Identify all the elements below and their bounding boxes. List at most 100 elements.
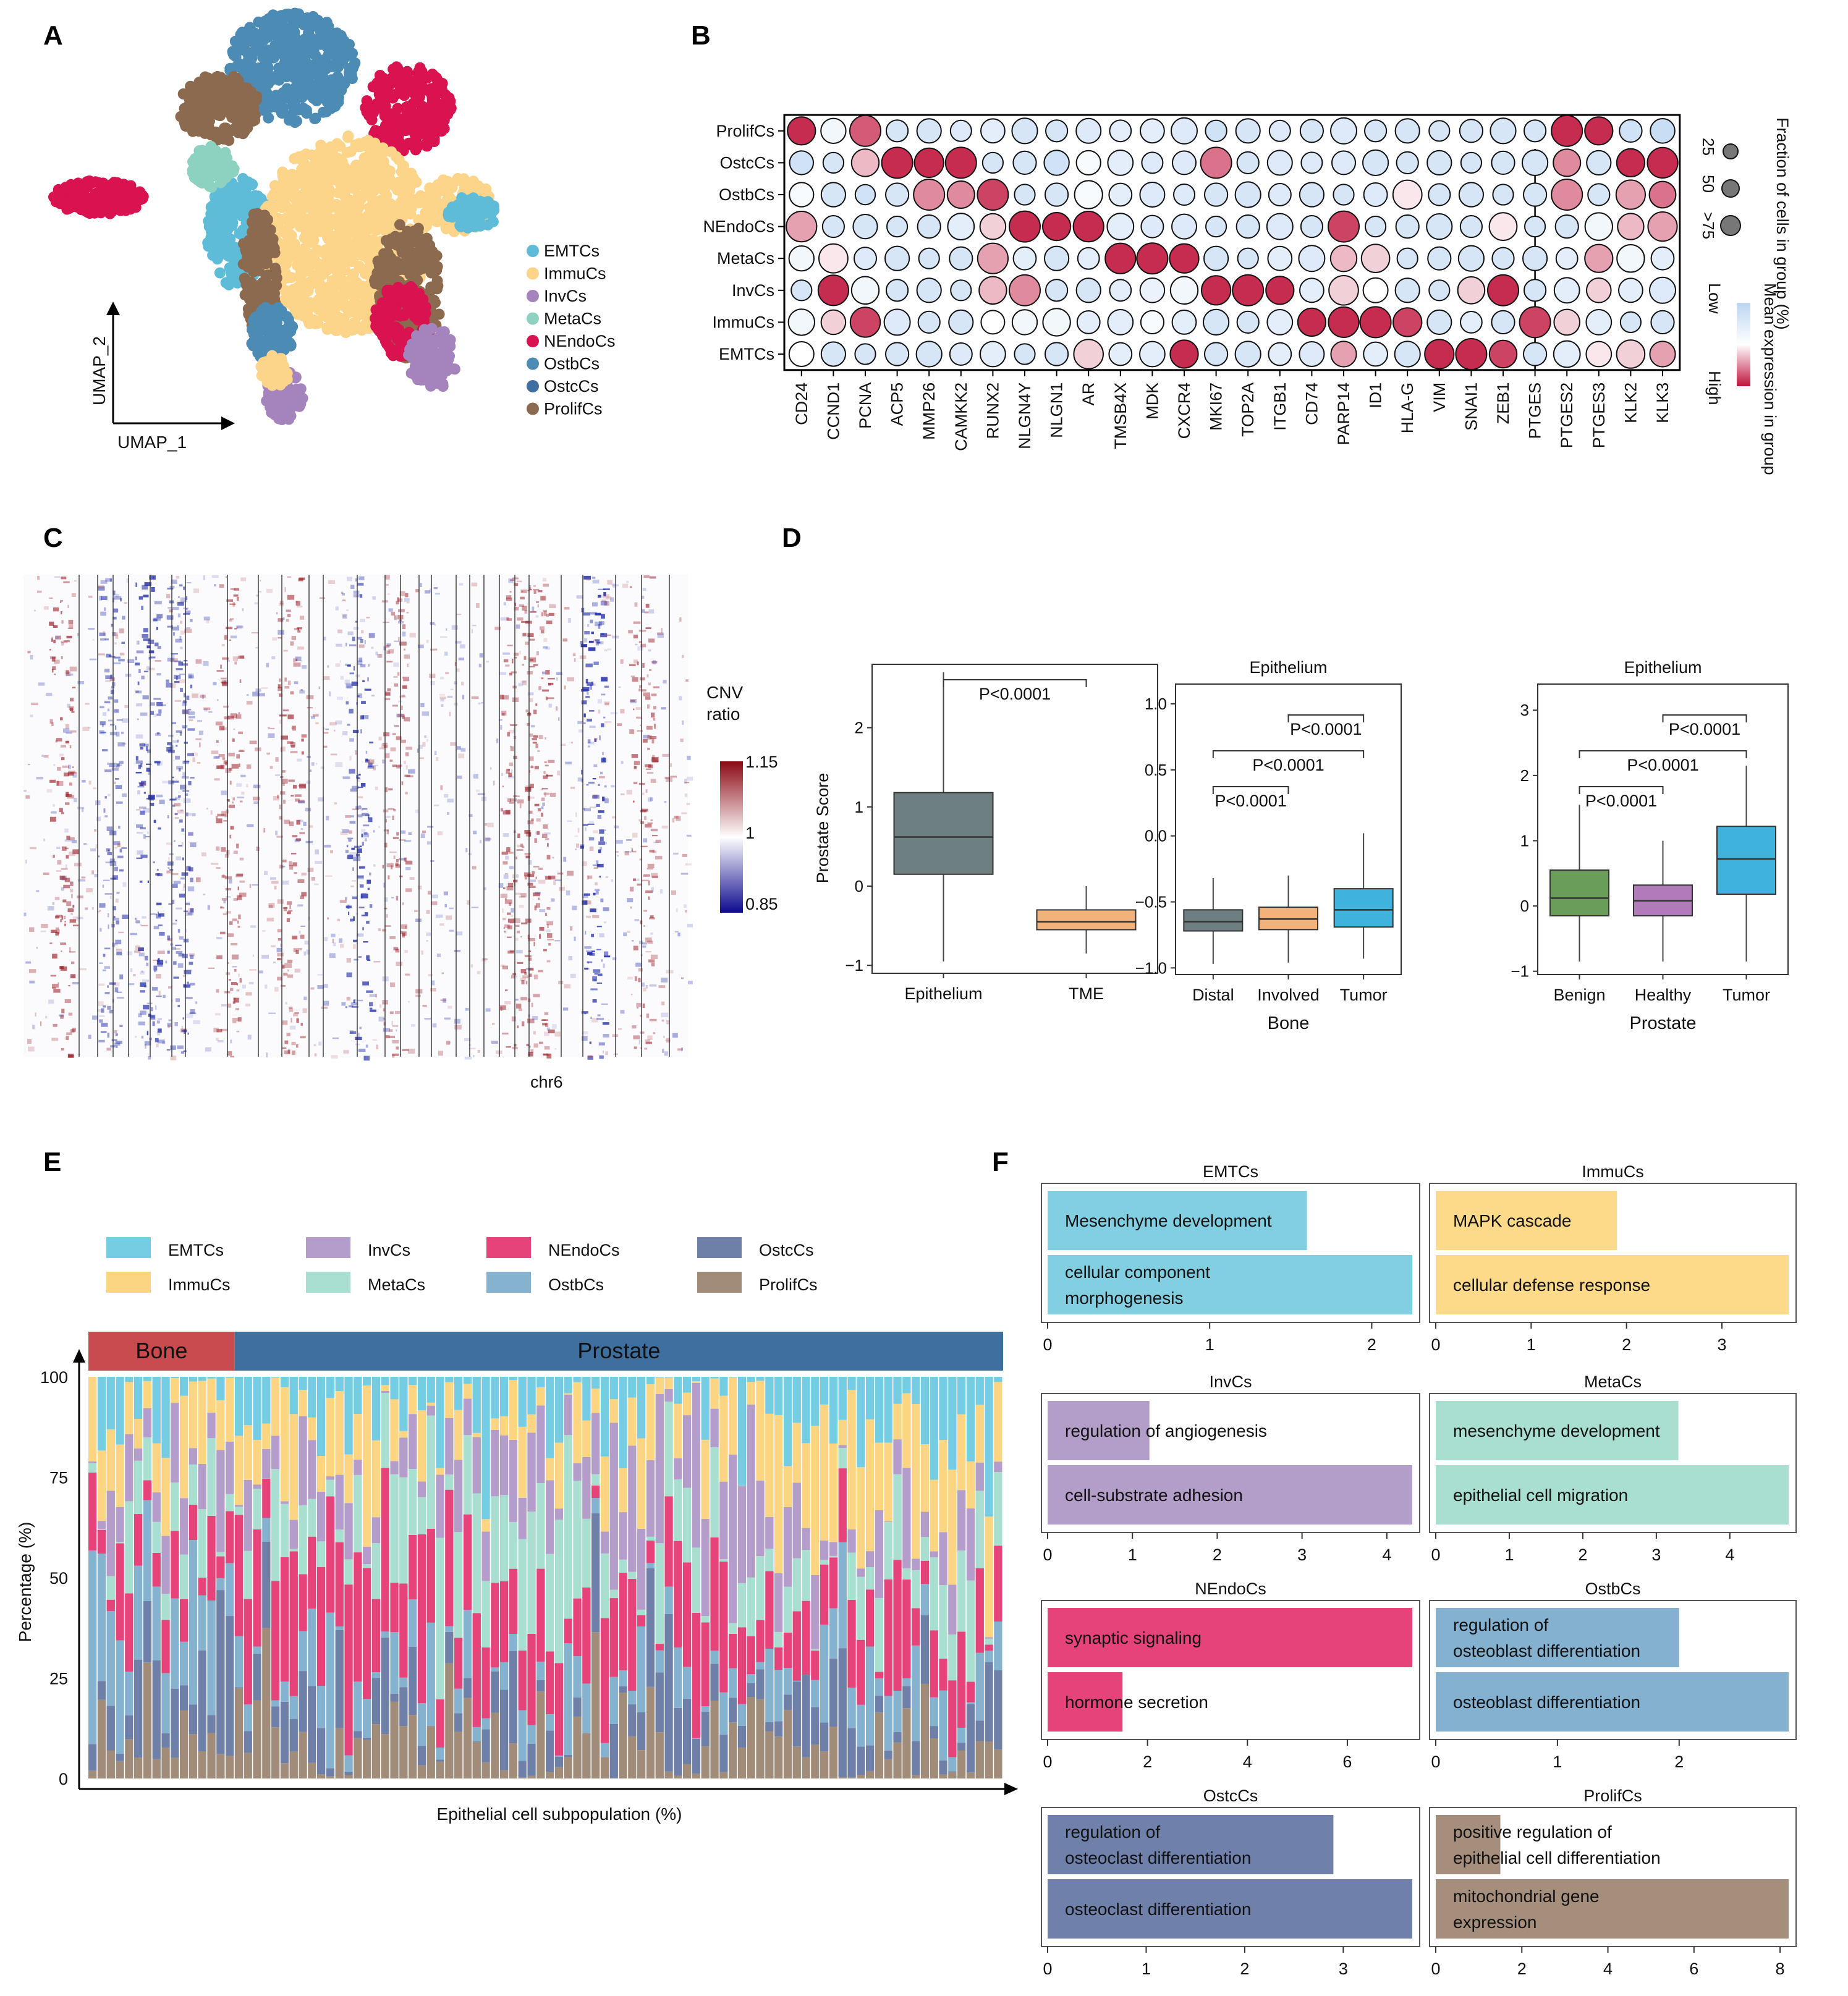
cnv-cell [677, 1048, 683, 1051]
dotplot-dot [1201, 275, 1232, 306]
umap-point [426, 93, 438, 105]
dotplot-gene-label: ACP5 [888, 383, 907, 426]
dotplot-dot [1009, 210, 1041, 243]
cnv-cell [509, 762, 514, 766]
cnv-cell [543, 583, 549, 587]
cnv-cell [653, 1032, 656, 1034]
cnv-cell [649, 1018, 657, 1021]
dotplot-dot [1523, 342, 1548, 366]
color-legend-high: High [1705, 371, 1724, 405]
cnv-cell [135, 582, 137, 587]
cnv-cell [325, 729, 329, 730]
cnv-cell [179, 674, 185, 675]
cnv-cell [295, 601, 298, 603]
cnv-cell [233, 850, 238, 854]
cnv-cell [543, 949, 547, 952]
cnv-cell [545, 838, 549, 840]
cnv-cell [532, 1016, 538, 1020]
cnv-cell [590, 988, 598, 991]
dotplot-dot [884, 245, 910, 271]
dotplot-gene-label: CCND1 [824, 383, 842, 440]
cnv-cell [239, 978, 242, 983]
cnv-cell [43, 872, 49, 876]
umap-point [299, 88, 311, 100]
dotplot-row-label: OstcCs [719, 153, 774, 172]
cnv-cell [379, 1004, 382, 1008]
cnv-cell [53, 989, 61, 993]
cnv-cell [179, 584, 183, 586]
umap-point [422, 242, 434, 254]
cnv-cell [157, 1018, 162, 1020]
umap-point [346, 73, 358, 85]
umap-point [316, 285, 328, 297]
cnv-cell [232, 918, 237, 921]
cnv-cell [102, 749, 108, 751]
umap-point [334, 222, 345, 233]
cnv-cell [661, 1019, 664, 1022]
dotplot-dot [944, 146, 977, 179]
dotplot-dot [1009, 274, 1041, 307]
cnv-cell [214, 778, 220, 780]
cnv-cell [219, 584, 224, 588]
umap-point [343, 240, 355, 252]
cnv-cell [35, 1012, 36, 1017]
legend-dot-immucs [527, 267, 539, 280]
cnv-cell [433, 587, 438, 590]
cnv-cell [216, 740, 219, 743]
cnv-cell [471, 907, 479, 908]
cnv-cell [283, 800, 286, 804]
cnv-cell [426, 841, 431, 845]
cnv-cell [436, 954, 441, 957]
cnv-cell [581, 688, 588, 692]
cnv-cell [575, 848, 577, 850]
dotplot-dot [1109, 119, 1132, 143]
cnv-cell [620, 793, 625, 795]
umap-point [250, 43, 261, 54]
cnv-cell [360, 664, 366, 667]
dotplot-dot [852, 214, 878, 240]
cnv-cell [300, 1036, 306, 1039]
cnv-cell [107, 762, 109, 765]
dotplot-dot [1428, 120, 1451, 142]
cnv-cell [62, 765, 69, 768]
cnv-cell [81, 807, 84, 813]
umap-point [421, 232, 433, 244]
dotplot-dot [1458, 182, 1484, 208]
dotplot-dot [1237, 247, 1259, 269]
dotplot-dot [854, 247, 877, 271]
cnv-cell [146, 962, 149, 966]
cnv-cell [213, 682, 217, 685]
cnv-cell [575, 812, 577, 818]
cnv-cell [585, 663, 593, 667]
dotplot-dot [820, 182, 847, 208]
dotplot-dot [1519, 306, 1551, 339]
cnv-cell [358, 644, 365, 648]
cnv-cell [502, 695, 509, 700]
cnv-cell [598, 841, 605, 845]
cnv-cell [171, 873, 179, 876]
cnv-cell [238, 731, 243, 734]
dotplot-dot [1205, 216, 1227, 238]
cnv-cell [643, 910, 648, 912]
umap-point [211, 253, 223, 264]
cnv-cell [37, 590, 42, 593]
cnv-cell [516, 849, 523, 851]
umap-point [305, 279, 316, 291]
cnv-cell [175, 920, 177, 921]
cnv-cell [107, 1005, 111, 1010]
cnv-cell [226, 911, 231, 914]
cnv-cell [626, 790, 632, 795]
cnv-cell [290, 691, 294, 695]
umap-point [350, 168, 362, 179]
cnv-cell [286, 918, 290, 922]
cnv-cell [122, 615, 125, 620]
umap-point [326, 74, 337, 86]
umap-point [365, 179, 377, 190]
dotplot-dot [1266, 150, 1293, 176]
umap-point [420, 327, 431, 339]
cnv-cell [298, 819, 303, 823]
umap-point [334, 44, 346, 56]
dotplot-dot [1555, 247, 1579, 270]
legend-dot-prolifcs [527, 402, 539, 415]
cnv-cell [542, 578, 547, 581]
